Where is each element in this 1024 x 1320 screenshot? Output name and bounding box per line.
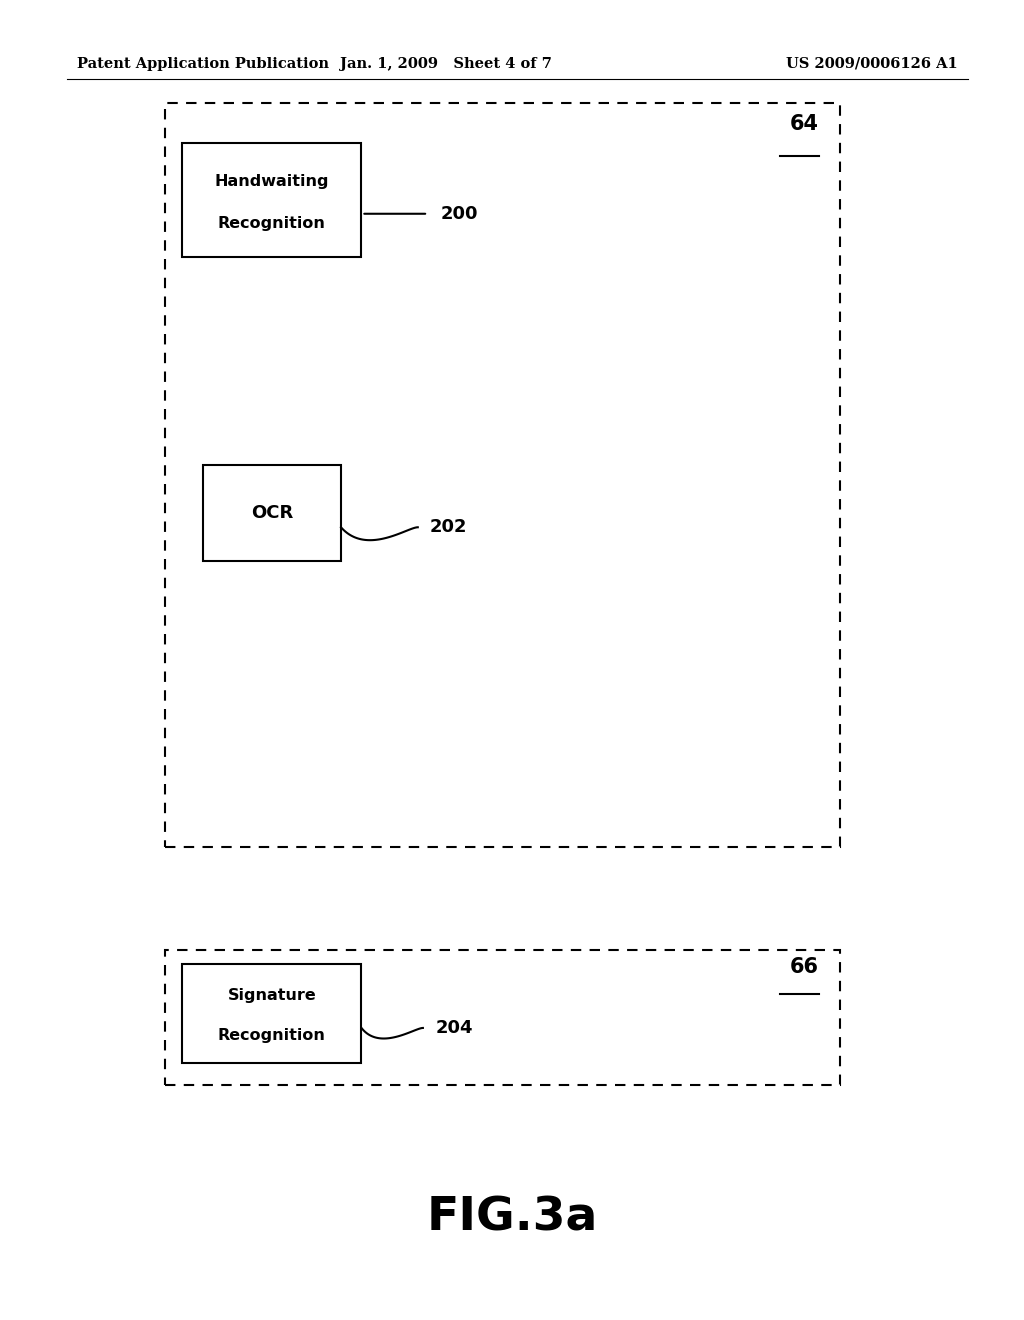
Bar <box>182 143 361 257</box>
Text: 202: 202 <box>430 519 468 536</box>
Bar <box>203 465 341 561</box>
Text: 204: 204 <box>435 1019 473 1038</box>
Text: 200: 200 <box>440 205 478 223</box>
Text: Handwaiting: Handwaiting <box>215 174 329 189</box>
Text: Recognition: Recognition <box>218 216 326 231</box>
Text: US 2009/0006126 A1: US 2009/0006126 A1 <box>785 57 957 71</box>
Text: Jan. 1, 2009   Sheet 4 of 7: Jan. 1, 2009 Sheet 4 of 7 <box>340 57 551 71</box>
Text: OCR: OCR <box>251 504 293 521</box>
Text: 66: 66 <box>791 957 819 977</box>
Text: Signature: Signature <box>227 989 316 1003</box>
Text: FIG.3a: FIG.3a <box>426 1196 598 1241</box>
Text: Recognition: Recognition <box>218 1028 326 1043</box>
Text: Patent Application Publication: Patent Application Publication <box>77 57 329 71</box>
Bar <box>182 964 361 1063</box>
Text: 64: 64 <box>791 114 819 133</box>
